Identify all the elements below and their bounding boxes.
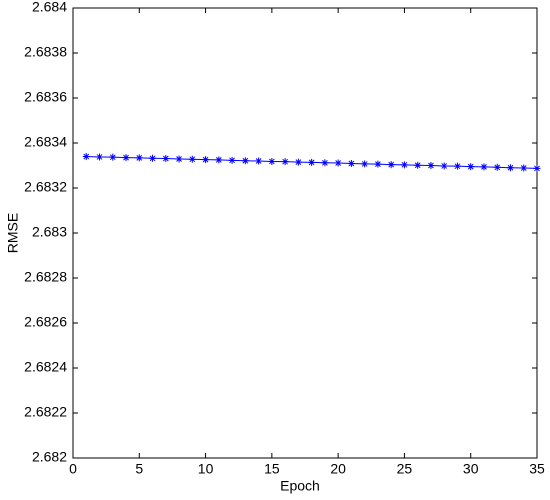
marker xyxy=(493,163,501,171)
y-tick-label: 2.6822 xyxy=(24,404,67,420)
marker xyxy=(96,153,104,161)
marker xyxy=(533,164,541,172)
x-tick-label: 10 xyxy=(198,461,214,477)
marker xyxy=(202,156,210,164)
marker xyxy=(82,153,90,160)
marker xyxy=(109,153,117,161)
y-tick-label: 2.6836 xyxy=(24,89,67,105)
marker xyxy=(453,162,461,170)
marker xyxy=(480,163,488,171)
marker xyxy=(414,161,422,169)
marker xyxy=(228,156,236,164)
marker xyxy=(440,162,448,170)
x-tick-label: 30 xyxy=(463,461,479,477)
marker xyxy=(268,157,276,165)
y-tick-label: 2.6834 xyxy=(24,134,67,150)
y-tick-label: 2.684 xyxy=(32,0,67,15)
marker xyxy=(400,161,408,169)
marker xyxy=(427,162,435,169)
y-tick-label: 2.6838 xyxy=(24,44,67,60)
marker xyxy=(255,157,263,165)
marker xyxy=(520,164,528,172)
x-tick-label: 20 xyxy=(330,461,346,477)
y-tick-label: 2.683 xyxy=(32,224,67,240)
marker xyxy=(294,158,302,166)
y-axis-label: RMSE xyxy=(5,213,21,253)
marker xyxy=(308,158,316,166)
y-tick-label: 2.682 xyxy=(32,449,67,465)
x-axis-label: Epoch xyxy=(280,478,320,494)
x-tick-label: 5 xyxy=(135,461,143,477)
marker xyxy=(215,156,223,164)
y-tick-label: 2.6832 xyxy=(24,179,67,195)
y-tick-label: 2.6824 xyxy=(24,359,67,375)
marker xyxy=(334,159,342,167)
marker xyxy=(281,158,289,166)
marker xyxy=(387,161,395,169)
marker xyxy=(374,160,382,168)
marker xyxy=(149,154,157,162)
x-tick-label: 25 xyxy=(397,461,413,477)
y-tick-label: 2.6828 xyxy=(24,269,67,285)
marker xyxy=(506,164,514,172)
marker xyxy=(321,159,329,167)
marker xyxy=(188,155,196,163)
plot-frame xyxy=(72,7,538,459)
marker xyxy=(241,157,249,165)
x-tick-label: 0 xyxy=(69,461,77,477)
marker xyxy=(135,154,143,162)
marker xyxy=(361,160,369,168)
marker xyxy=(122,154,130,162)
y-tick-label: 2.6826 xyxy=(24,314,67,330)
marker xyxy=(347,159,355,167)
x-tick-label: 35 xyxy=(529,461,545,477)
marker xyxy=(467,163,475,171)
x-tick-label: 15 xyxy=(264,461,280,477)
marker xyxy=(175,155,183,163)
marker xyxy=(162,155,170,163)
